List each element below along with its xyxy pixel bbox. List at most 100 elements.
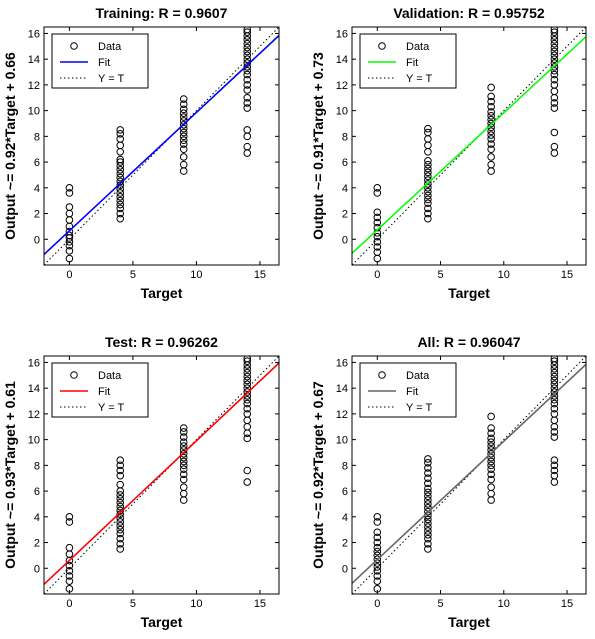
data-point <box>373 543 382 552</box>
data-point <box>179 442 188 450</box>
data-point <box>424 199 432 208</box>
data-point <box>487 160 495 169</box>
legend-marker-data <box>378 42 386 50</box>
data-point <box>424 531 432 539</box>
x-axis-label: Target <box>448 285 490 301</box>
data-point <box>116 155 125 164</box>
data-point <box>179 113 188 121</box>
data-point <box>179 475 188 484</box>
data-point <box>116 545 125 553</box>
data-point <box>179 433 188 441</box>
y-tick-label: 2 <box>342 538 348 550</box>
data-point <box>487 429 495 437</box>
legend-label: Fit <box>98 386 110 398</box>
legend-box <box>359 33 457 89</box>
data-point <box>116 158 125 166</box>
data-point <box>179 470 188 479</box>
data-point <box>550 433 559 441</box>
data-point <box>424 519 432 528</box>
legend-marker-data <box>70 371 78 379</box>
data-point <box>179 483 188 492</box>
data-point <box>550 428 559 436</box>
data-point <box>424 500 432 508</box>
y-tick-label: 4 <box>34 512 40 524</box>
data-point <box>424 455 432 463</box>
legend-label: Y = T <box>98 402 124 414</box>
x-tick-label: 15 <box>254 598 266 610</box>
legend: Data Fit Y = T <box>51 33 149 89</box>
data-point <box>550 404 559 413</box>
data-point <box>424 540 432 548</box>
data-point <box>243 104 252 112</box>
data-point <box>116 196 125 205</box>
data-point <box>116 456 125 465</box>
data-point <box>373 248 382 256</box>
data-point <box>550 36 559 44</box>
y-tick-label: 12 <box>28 80 40 92</box>
data-point <box>373 572 382 580</box>
data-point <box>487 83 495 92</box>
data-point <box>116 181 125 190</box>
data-point <box>424 523 432 531</box>
data-point <box>424 184 432 192</box>
data-point <box>550 63 559 71</box>
y-tick-label: 2 <box>342 209 348 221</box>
x-tick-label: 5 <box>437 598 443 610</box>
x-tick-label: 5 <box>130 269 136 281</box>
legend-box <box>51 362 149 418</box>
data-point <box>243 70 252 79</box>
plot-content <box>352 356 586 594</box>
data-point <box>65 567 74 575</box>
data-point <box>550 27 559 34</box>
data-point <box>243 81 252 89</box>
data-point <box>550 395 559 404</box>
data-point <box>179 105 188 114</box>
data-point <box>179 140 188 148</box>
y-tick-label: 6 <box>34 157 40 169</box>
y-tick-label: 10 <box>28 106 40 118</box>
y-tick-label: 10 <box>28 435 40 447</box>
data-point <box>243 368 252 377</box>
legend: Data Fit Y = T <box>359 362 457 418</box>
y-tick-label: 4 <box>342 183 348 195</box>
legend-label: Fit <box>98 57 110 69</box>
y-tick-label: 4 <box>34 183 40 195</box>
y-tick-label: 4 <box>342 512 348 524</box>
data-point <box>424 474 432 483</box>
data-point <box>424 515 432 524</box>
legend-label: Y = T <box>98 73 124 85</box>
data-point <box>487 424 495 432</box>
data-point <box>179 160 188 169</box>
data-point <box>243 86 252 94</box>
data-point <box>116 495 125 503</box>
data-point <box>424 545 432 553</box>
data-point <box>550 372 559 381</box>
x-axis-label: Target <box>141 285 183 301</box>
x-tick-label: 10 <box>190 269 202 281</box>
axes-frame <box>351 355 587 595</box>
x-tick-label: 10 <box>190 598 202 610</box>
data-point <box>243 466 252 475</box>
plot-content <box>44 27 279 265</box>
data-point <box>65 572 74 580</box>
data-point <box>373 563 382 571</box>
data-point <box>179 136 188 145</box>
legend-box <box>359 362 457 418</box>
data-point <box>550 128 559 137</box>
data-point <box>243 372 252 381</box>
data-point <box>487 115 495 124</box>
data-point <box>373 243 382 251</box>
data-point <box>424 507 432 516</box>
data-point <box>373 577 382 585</box>
data-point <box>243 399 252 408</box>
data-point <box>373 218 382 227</box>
data-point <box>65 184 74 192</box>
data-point <box>179 457 188 466</box>
plot-content <box>352 27 586 265</box>
data-point <box>243 356 252 363</box>
data-point <box>65 577 74 585</box>
fit-line <box>44 362 279 585</box>
data-point <box>179 453 188 462</box>
data-point <box>116 189 125 197</box>
data-point <box>243 43 252 52</box>
